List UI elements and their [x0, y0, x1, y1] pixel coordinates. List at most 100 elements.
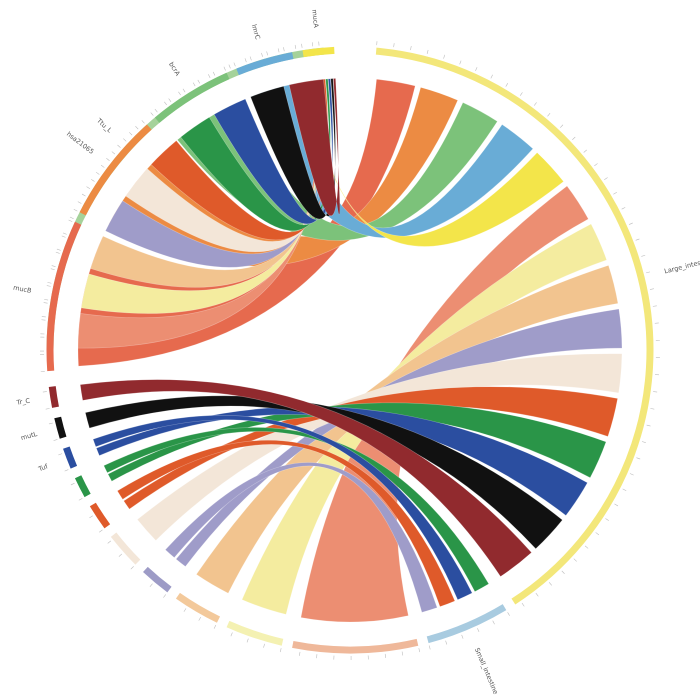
tick-bifido-1 — [401, 651, 404, 656]
tick-large-14 — [583, 149, 587, 153]
segment-label-tr: Tr_C — [15, 397, 31, 407]
chord-ttul-muca-14 — [288, 78, 341, 217]
tick-ttul-16 — [154, 108, 158, 113]
tick-predig-1 — [118, 553, 123, 557]
segment-arc-tr — [48, 386, 59, 408]
tick-bro-1 — [164, 101, 167, 106]
segment-label-mucb: mucB — [13, 284, 33, 295]
tick-mucb-4 — [43, 302, 48, 304]
tick-large-23 — [649, 288, 654, 290]
chord-ttul-muca-6 — [80, 79, 320, 314]
chord-predig-large-19 — [136, 353, 623, 541]
tick-strep2-0 — [213, 624, 217, 629]
segment-label-large: Large_intestine — [663, 256, 700, 276]
tick-hsa-0 — [73, 208, 78, 212]
tick-ttul-10 — [86, 186, 91, 190]
tick-large-19 — [628, 222, 633, 225]
segment-arc-small — [426, 604, 507, 644]
tick-ttul-19 — [197, 79, 201, 84]
tick-mut-0 — [53, 439, 58, 441]
tick-hsa-2 — [91, 179, 95, 182]
tick-mucb-8 — [61, 235, 66, 238]
chords-layer — [77, 78, 623, 623]
tick-tr-1 — [42, 391, 47, 393]
tick-ttul-8 — [69, 216, 74, 220]
tick-bro-5 — [223, 66, 226, 71]
tick-large-31 — [646, 424, 651, 427]
tick-hsa-3 — [100, 164, 105, 168]
tick-large-29 — [653, 391, 658, 393]
tick-ttul-15 — [141, 120, 145, 124]
segment-arc-strep2 — [175, 592, 221, 623]
tick-large-11 — [547, 113, 551, 117]
segment-label-small: Small_intestine — [473, 647, 500, 696]
segment-arc-mut — [54, 416, 67, 439]
chord-ttul-muca-11 — [180, 78, 331, 231]
tick-small-0 — [507, 612, 510, 616]
tick-large-8 — [505, 83, 509, 87]
tick-ttul-5 — [51, 265, 56, 267]
tick-bro-2 — [178, 91, 181, 96]
tick-large-37 — [605, 518, 609, 521]
tick-large-2 — [410, 46, 412, 51]
tick-muca-0 — [301, 43, 303, 48]
tick-large-17 — [613, 191, 617, 195]
chord-str-small-28 — [164, 462, 438, 613]
tick-large-24 — [652, 305, 657, 307]
segment-arc-str — [143, 566, 172, 593]
tick-lmr-2 — [266, 51, 268, 56]
tick-bifido-7 — [299, 651, 301, 656]
tick-small-4 — [445, 640, 448, 645]
tick-ttul-24 — [277, 48, 280, 53]
tick-ttul-23 — [261, 52, 263, 57]
tick-large-9 — [519, 92, 523, 96]
chord-mut-large-23 — [84, 395, 563, 550]
tick-ttul-3 — [44, 299, 49, 301]
tick-large-13 — [572, 136, 576, 140]
tick-mucb-5 — [46, 285, 51, 287]
tick-large-42 — [548, 582, 552, 586]
tick-large-35 — [622, 488, 627, 492]
tick-large-5 — [459, 60, 462, 65]
tick-large-40 — [573, 558, 577, 562]
tick-large-22 — [646, 271, 651, 274]
segment-arc-predig — [110, 532, 141, 565]
tick-small-2 — [477, 628, 480, 632]
tick-hsa-6 — [135, 126, 139, 130]
tick-large-36 — [614, 503, 619, 507]
segment-arc-bifido — [292, 638, 419, 654]
tick-large-3 — [426, 49, 429, 54]
tick-large-39 — [584, 545, 589, 549]
segment-label-mut: mutL — [20, 430, 38, 442]
chord-ttul-muca-12 — [213, 78, 334, 225]
tick-ttul-9 — [77, 201, 82, 204]
segment-arc-hsa — [79, 124, 152, 216]
tick-ttul-7 — [62, 232, 67, 235]
segment-label-ttul: Ttu_L — [94, 116, 113, 135]
tick-bro-4 — [208, 74, 211, 78]
tick-atp-1 — [70, 482, 75, 486]
chord-ttul-muca-8 — [105, 79, 324, 268]
tick-ldh-1 — [89, 515, 93, 519]
tick-ttul-12 — [106, 158, 110, 162]
tick-ttul-6 — [56, 248, 61, 251]
segment-arc-ldh — [89, 502, 111, 529]
tick-ttul-25 — [294, 44, 297, 49]
tick-large-38 — [595, 532, 600, 536]
tick-ttul-11 — [95, 171, 100, 175]
segment-arc-strep — [226, 620, 284, 646]
tick-large-41 — [561, 570, 565, 574]
tick-mucb-7 — [55, 251, 60, 254]
tick-large-6 — [475, 67, 478, 72]
tick-tr-0 — [45, 408, 50, 410]
tick-atp-0 — [78, 498, 83, 501]
tick-str-1 — [149, 583, 153, 587]
tick-predig-2 — [107, 540, 112, 544]
tick-large-32 — [641, 441, 646, 443]
segment-label-muca: mucA — [310, 9, 320, 29]
tick-ttul-21 — [228, 64, 231, 69]
tick-ttul-20 — [212, 71, 216, 76]
tick-strep2-2 — [183, 608, 187, 612]
tick-large-16 — [604, 177, 608, 181]
tick-mucb-6 — [50, 268, 55, 271]
